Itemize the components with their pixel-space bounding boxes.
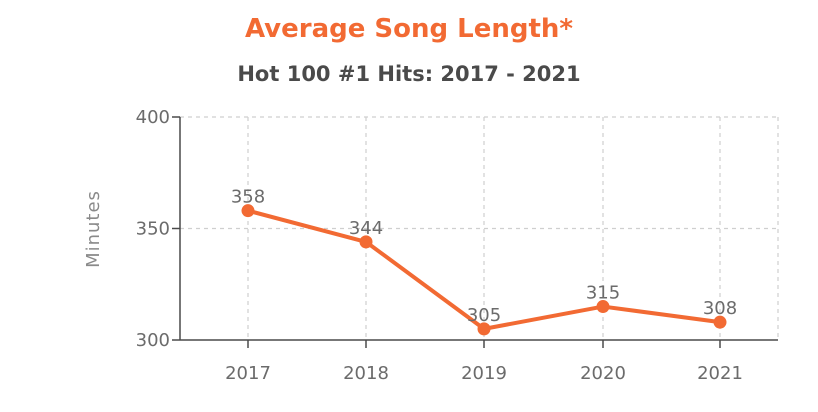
- data-label-2017: 358: [231, 187, 265, 208]
- y-tick-label-400: 400: [136, 107, 170, 128]
- x-tick-label-2020: 2020: [580, 363, 626, 384]
- data-labels: 358 344 305 315 308: [231, 187, 737, 326]
- data-label-2021: 308: [703, 298, 737, 319]
- data-point-2018: [359, 235, 373, 249]
- x-tick-label-2019: 2019: [461, 363, 507, 384]
- data-label-2019: 305: [467, 305, 501, 326]
- series-line-group: [241, 204, 727, 336]
- data-point-2017: [241, 204, 255, 218]
- x-tick-label-2021: 2021: [697, 363, 743, 384]
- x-tick-label-2018: 2018: [343, 363, 389, 384]
- x-tick-label-2017: 2017: [225, 363, 271, 384]
- axes: [172, 116, 778, 348]
- data-point-2019: [477, 322, 491, 336]
- data-point-2021: [713, 315, 727, 329]
- data-label-2020: 315: [586, 283, 620, 304]
- chart-subtitle: Hot 100 #1 Hits: 2017 - 2021: [237, 62, 581, 86]
- data-point-2020: [596, 300, 610, 314]
- y-tick-label-350: 350: [136, 219, 170, 240]
- y-tick-label-300: 300: [136, 330, 170, 351]
- data-label-2018: 344: [349, 218, 383, 239]
- chart-title: Average Song Length*: [244, 14, 574, 44]
- tick-labels: 300 350 400 2017 2018 2019 2020 2021: [136, 107, 743, 384]
- y-axis-title: Minutes: [83, 190, 104, 268]
